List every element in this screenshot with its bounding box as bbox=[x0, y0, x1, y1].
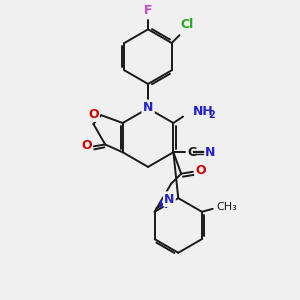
Text: O: O bbox=[81, 139, 92, 152]
Text: NH: NH bbox=[193, 105, 214, 118]
Text: CH₃: CH₃ bbox=[217, 202, 237, 212]
Text: O: O bbox=[195, 164, 206, 177]
Text: C: C bbox=[187, 146, 196, 159]
Text: H: H bbox=[159, 200, 168, 210]
Text: 2: 2 bbox=[208, 110, 215, 120]
Text: F: F bbox=[144, 4, 152, 17]
Text: N: N bbox=[143, 101, 153, 114]
Text: Cl: Cl bbox=[181, 18, 194, 31]
Text: O: O bbox=[88, 108, 99, 121]
Text: N: N bbox=[205, 146, 215, 159]
Text: N: N bbox=[164, 193, 175, 206]
Text: N: N bbox=[143, 104, 153, 117]
